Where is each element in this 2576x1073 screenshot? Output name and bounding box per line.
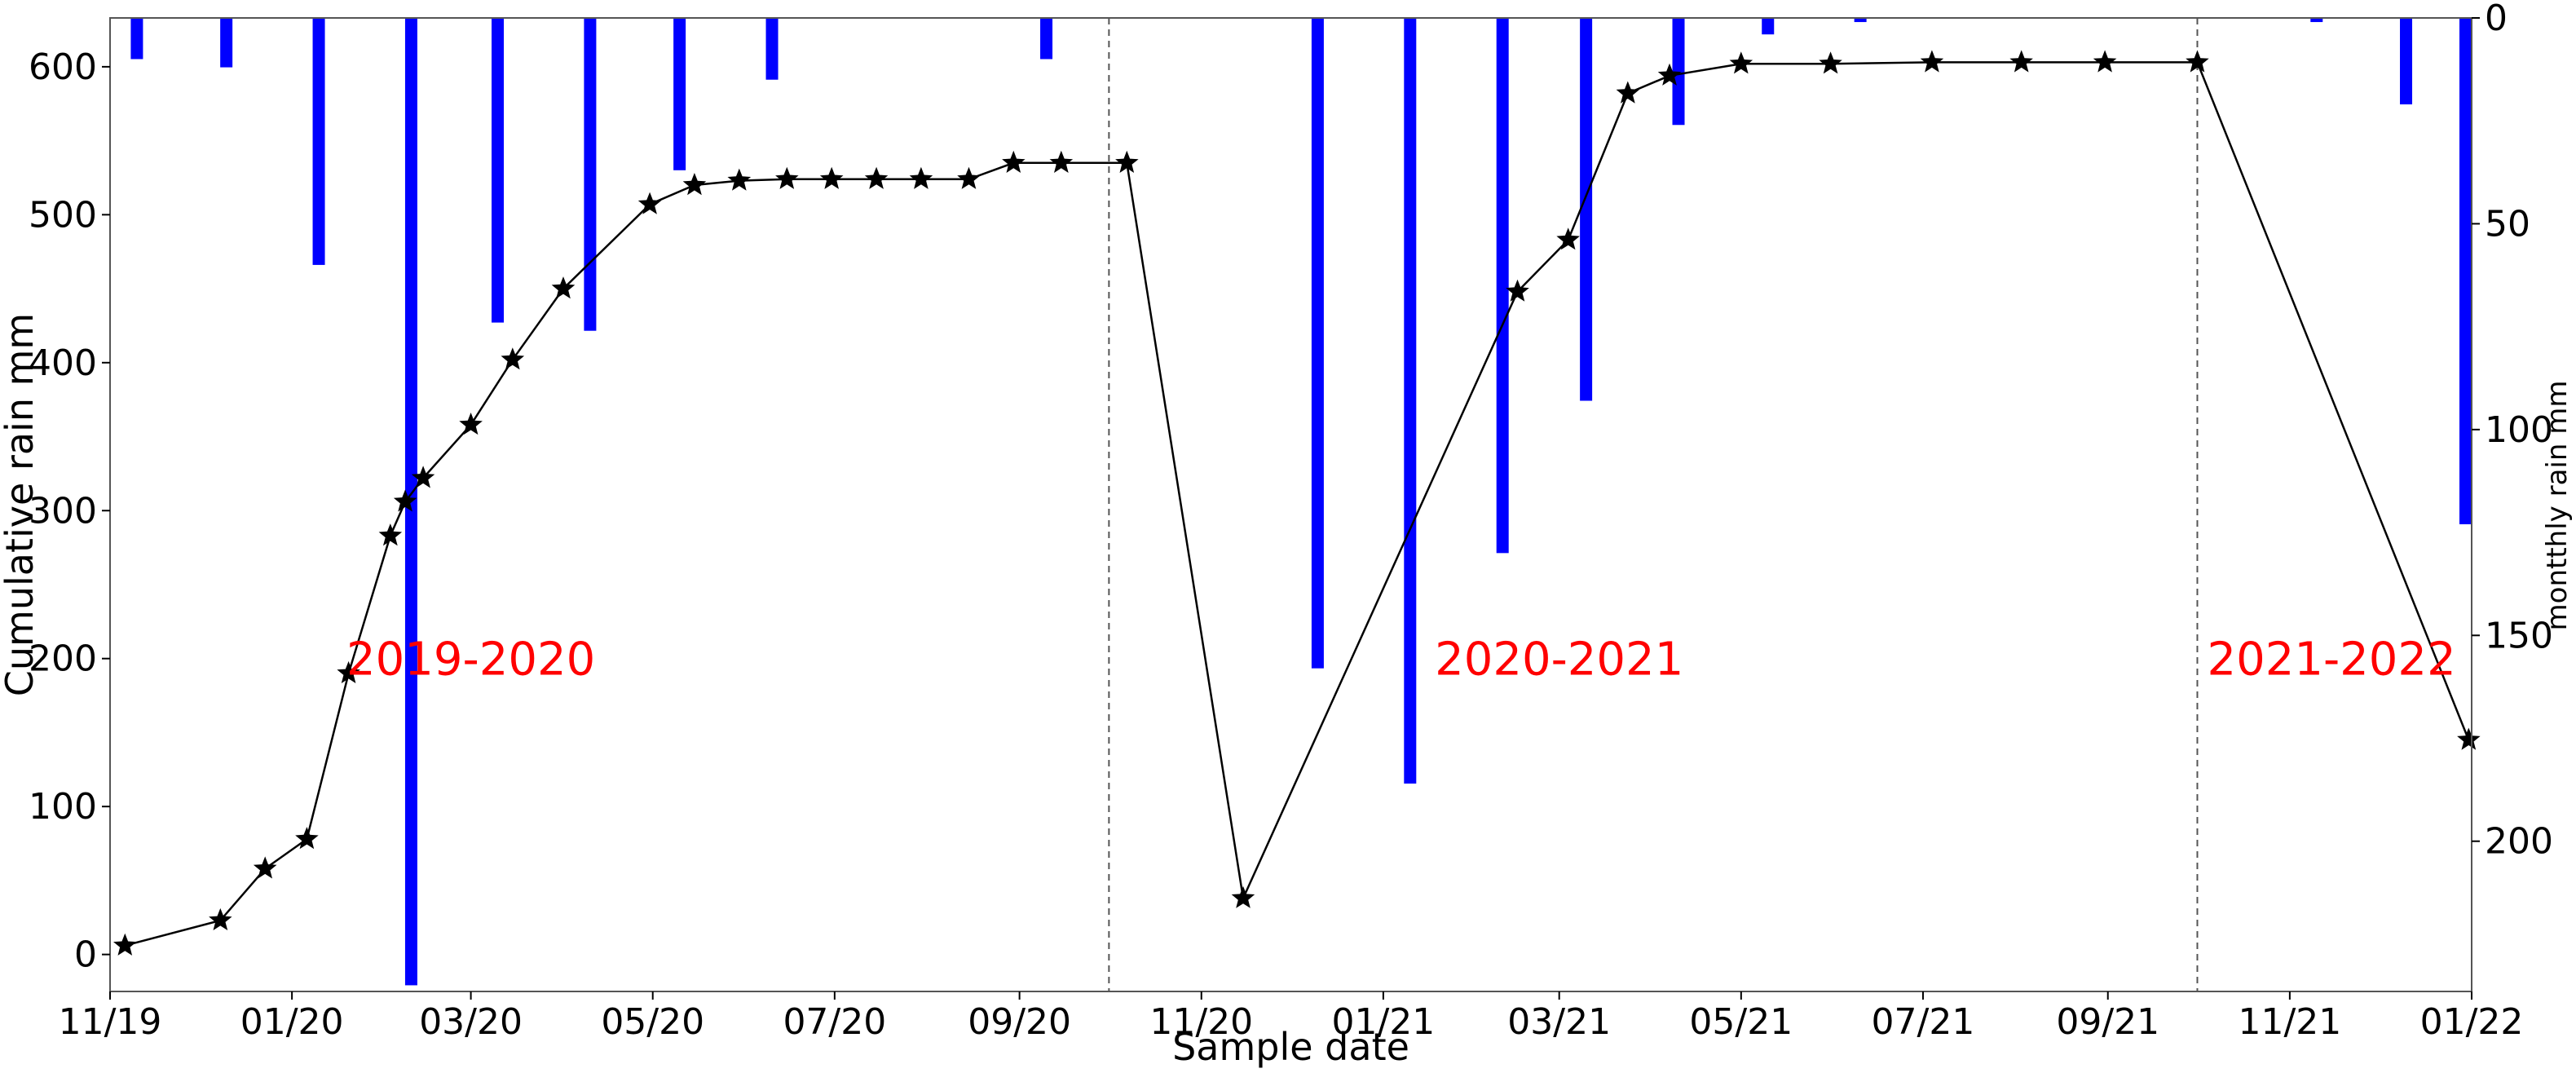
monthly-rain-bar (584, 18, 597, 331)
cumulative-rain-point (393, 489, 417, 512)
x-tick-label: 05/20 (601, 1001, 704, 1043)
y-left-tick-label: 100 (29, 786, 97, 828)
y-left-tick-label: 300 (29, 490, 97, 532)
cumulative-rain-point (459, 413, 483, 435)
plot-frame (109, 17, 2472, 992)
season-separators (1108, 18, 2199, 991)
cumulative-rain-point (1729, 51, 1753, 74)
cumulative-rain-point (411, 466, 435, 488)
monthly-rain-bar (1404, 18, 1417, 784)
cumulative-rain-point (819, 166, 844, 189)
cumulative-rain-point (209, 907, 232, 930)
monthly-rain-bars (130, 18, 2472, 986)
y-right-axis-label: montthly rain mm (2541, 381, 2574, 631)
cumulative-rain-point (1920, 50, 1944, 73)
monthly-rain-bar (1854, 18, 1867, 23)
cumulative-rain-point (727, 168, 752, 191)
cumulative-rain-point (1049, 150, 1074, 173)
season-labels: 2019-2020 2020-2021 2021-2022 (346, 634, 2456, 687)
y-left-tick-label: 600 (29, 46, 97, 88)
y-right-tick-label: 0 (2485, 0, 2508, 39)
x-tick-label: 11/20 (1149, 1001, 1253, 1043)
cumulative-rain-point (551, 276, 576, 299)
monthly-rain-bar (1040, 18, 1053, 60)
cumulative-rain-point (682, 173, 707, 196)
cumulative-rain-point (909, 166, 933, 189)
cumulative-rain-point (378, 523, 403, 546)
cumulative-rain-point (253, 856, 277, 879)
cumulative-rain-point (1556, 227, 1580, 250)
monthly-rain-bar (765, 18, 779, 80)
x-tick-label: 07/20 (783, 1001, 886, 1043)
cumulative-rain-point (775, 166, 799, 189)
cumulative-rain-point (637, 192, 662, 214)
cumulative-rain-point (2093, 50, 2117, 73)
cumulative-rain-series (113, 50, 2481, 956)
x-tick-label: 05/21 (1689, 1001, 1793, 1043)
cumulative-rain-point (295, 827, 319, 850)
x-tick-label: 11/19 (59, 1001, 162, 1043)
monthly-rain-bar (492, 18, 505, 323)
y-right-tick-label: 50 (2485, 203, 2530, 245)
cumulative-rain-point (2186, 50, 2209, 73)
cumulative-rain-point (1657, 63, 1682, 86)
monthly-rain-bar (1762, 18, 1775, 35)
cumulative-rain-point (337, 660, 360, 683)
cumulative-rain-point (1231, 885, 1255, 908)
monthly-rain-bar (1672, 18, 1685, 126)
cumulative-rain-point (1115, 150, 1139, 173)
monthly-rain-bar (220, 18, 233, 68)
cumulative-rain-point (113, 933, 137, 956)
season-label: 2019-2020 (346, 634, 595, 687)
x-tick-label: 01/20 (240, 1001, 344, 1043)
monthly-rain-bar (673, 18, 686, 170)
season-label: 2020-2021 (1435, 634, 1683, 687)
y-left-tick-label: 200 (29, 638, 97, 680)
y-left-tick-label: 0 (74, 934, 97, 976)
x-axis-label: Sample date (1172, 1025, 1409, 1069)
x-tick-label: 03/20 (419, 1001, 523, 1043)
cumulative-rain-point (957, 166, 981, 189)
x-tick-label: 11/21 (2238, 1001, 2341, 1043)
x-tick-label: 01/22 (2420, 1001, 2524, 1043)
cumulative-rain-point (864, 166, 889, 189)
x-tick-label: 07/21 (1872, 1001, 1975, 1043)
y-right-tick-label: 150 (2485, 615, 2553, 656)
cumulative-rain-point (1616, 81, 1640, 104)
cumulative-rain-point (1002, 150, 1026, 173)
cumulative-rain-point (2457, 727, 2481, 750)
x-tick-label: 01/21 (1331, 1001, 1435, 1043)
x-tick-label: 09/21 (2056, 1001, 2159, 1043)
y-left-tick-label: 400 (29, 342, 97, 384)
monthly-rain-bar (2400, 18, 2413, 105)
cumulative-rain-line (124, 61, 2470, 947)
cumulative-rain-point (501, 347, 525, 370)
cumulative-rain-point (2009, 50, 2033, 73)
monthly-rain-bar (1496, 18, 1509, 554)
y-left-axis-label: Cumulative rain mm (0, 313, 42, 696)
monthly-rain-bar (2459, 18, 2472, 524)
monthly-rain-bar (312, 18, 325, 265)
season-label: 2021-2022 (2207, 634, 2455, 687)
monthly-rain-bar (1580, 18, 1593, 401)
x-tick-label: 09/20 (968, 1001, 1071, 1043)
cumulative-rain-point (1506, 279, 1529, 302)
x-tick-label: 03/21 (1507, 1001, 1611, 1043)
y-right-tick-label: 200 (2485, 821, 2553, 863)
monthly-rain-bar (1311, 18, 1324, 669)
cumulative-rain-point (1819, 51, 1842, 74)
y-left-tick-label: 500 (29, 194, 97, 236)
monthly-rain-bar (2310, 18, 2323, 23)
monthly-rain-bar (130, 18, 143, 60)
y-right-tick-label: 100 (2485, 409, 2553, 451)
